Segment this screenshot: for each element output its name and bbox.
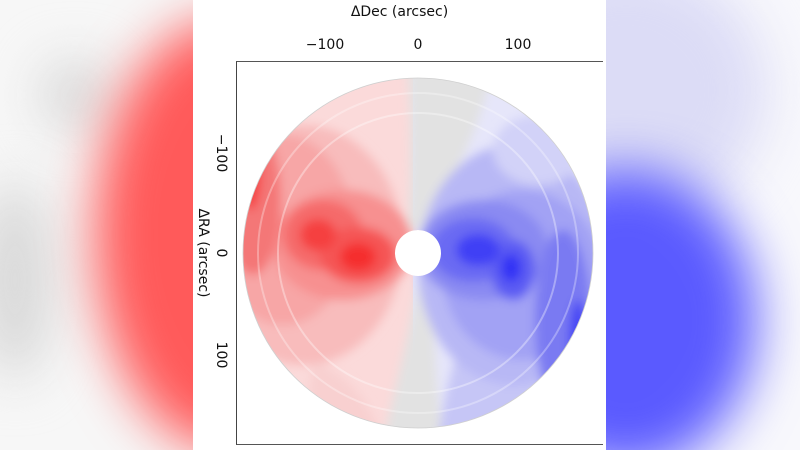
x-tick-label: 0 bbox=[413, 37, 423, 53]
chart-panel: ΔDec (arcsec) −100 0 100 ΔRA (arcsec) −1… bbox=[193, 0, 606, 450]
plot-frame bbox=[236, 61, 603, 445]
x-tick-label: 100 bbox=[504, 37, 532, 53]
x-tick-label: −100 bbox=[305, 37, 345, 53]
contour-disk bbox=[242, 77, 594, 429]
blurred-background-left bbox=[0, 0, 193, 450]
contour-fill bbox=[243, 78, 594, 428]
disk-outline bbox=[242, 77, 594, 429]
x-axis-label: ΔDec (arcsec) bbox=[350, 4, 449, 20]
blurred-background-right bbox=[606, 0, 800, 450]
